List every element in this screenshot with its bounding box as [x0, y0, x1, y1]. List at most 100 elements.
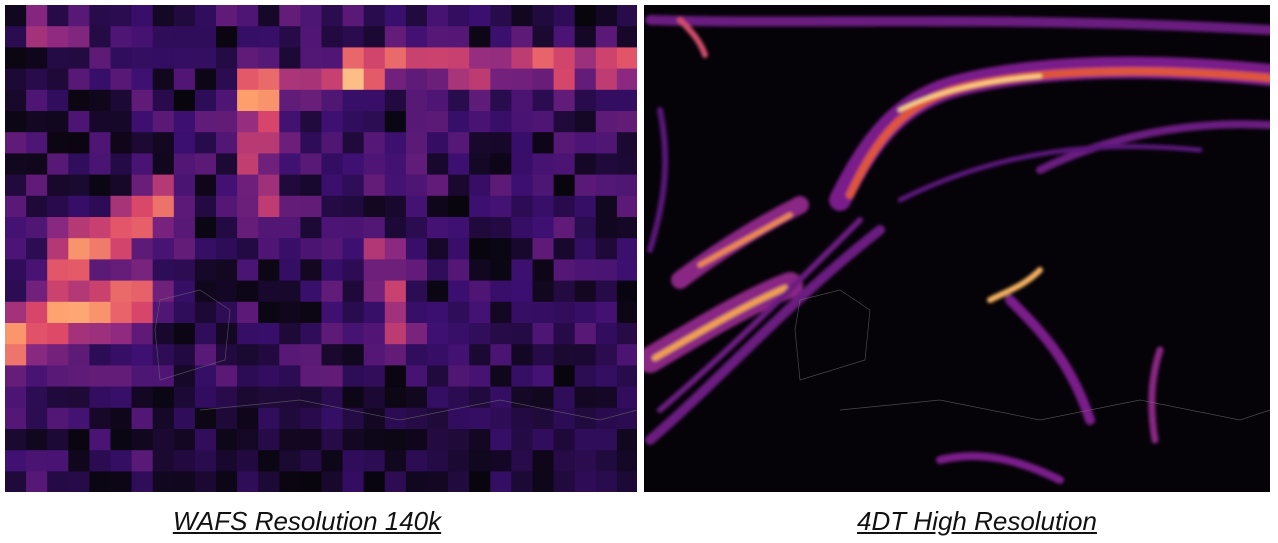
heat-cell [300, 301, 322, 324]
heat-cell [68, 301, 90, 324]
heat-cell [448, 407, 470, 430]
heat-cell [595, 217, 618, 239]
heat-cell [511, 5, 533, 27]
heat-cell [384, 5, 407, 27]
heat-cell [427, 344, 449, 366]
heat-cell [216, 26, 238, 48]
heat-cell [194, 238, 217, 260]
heat-cell [511, 450, 533, 472]
heat-cell [237, 195, 259, 218]
heat-cell [300, 89, 322, 112]
heat-cell [616, 386, 637, 409]
heat-cell [173, 344, 196, 366]
heat-cell [342, 111, 365, 133]
heat-cell [363, 471, 386, 492]
heat-cell [405, 153, 428, 176]
heat-cell [47, 89, 69, 112]
heat-cell [616, 344, 637, 366]
heat-cell [363, 217, 386, 239]
heat-cell [532, 47, 555, 70]
caption: 4DT High Resolution [857, 506, 1097, 536]
heat-cell [110, 5, 133, 27]
heat-cell [553, 26, 576, 48]
heat-cell [258, 132, 280, 154]
heat-cell [595, 111, 618, 133]
heat-cell [89, 111, 111, 133]
heat-cell [469, 68, 491, 91]
heat-cell [300, 471, 322, 492]
heat-cell [237, 301, 259, 324]
heat-cell [342, 195, 365, 218]
heat-cell [152, 111, 175, 133]
heat-cell [26, 238, 48, 260]
heat-cell [384, 195, 407, 218]
heat-cell [89, 471, 111, 492]
heat-cell [5, 365, 27, 388]
heat-cell [5, 26, 27, 48]
streak [897, 144, 1203, 203]
heat-cell [595, 323, 618, 345]
heat-cell [405, 280, 428, 303]
heat-cell [321, 407, 344, 430]
heat-cell [300, 365, 322, 388]
heat-cell [300, 68, 322, 91]
heat-cell [384, 111, 407, 133]
heat-cell [173, 111, 196, 133]
heat-cell [68, 407, 90, 430]
heat-cell [258, 450, 280, 472]
heat-cell [469, 407, 491, 430]
heat-cell [47, 68, 69, 91]
coast [154, 289, 231, 381]
heat-cell [68, 429, 90, 451]
heat-cell [616, 365, 637, 388]
heat-cell [469, 238, 491, 260]
heat-cell [68, 5, 90, 27]
heat-cell [237, 217, 259, 239]
heat-cell [47, 174, 69, 197]
heat-cell [553, 365, 576, 388]
heat-cell [532, 365, 555, 388]
heat-cell [469, 365, 491, 388]
heat-cell [131, 5, 154, 27]
heat-cell [300, 26, 322, 48]
heat-cell [469, 301, 491, 324]
heat-cell [405, 217, 428, 239]
heat-cell [553, 132, 576, 154]
heat-cell [237, 68, 259, 91]
heat-cell [553, 5, 576, 27]
heat-cell [26, 407, 48, 430]
heat-cell [68, 111, 90, 133]
heat-cell [5, 301, 27, 324]
heat-cell [532, 174, 555, 197]
heat-cell [616, 217, 637, 239]
heat-cell [216, 132, 238, 154]
heat-cell [427, 280, 449, 303]
heat-cell [321, 301, 344, 324]
heat-cell [532, 344, 555, 366]
heat-cell [131, 407, 154, 430]
heat-cell [279, 471, 301, 492]
heat-cell [237, 238, 259, 260]
heat-cell [300, 217, 322, 239]
heat-cell [300, 132, 322, 154]
heat-cell [131, 195, 154, 218]
heat-cell [490, 68, 512, 91]
heat-cell [258, 174, 280, 197]
heat-cell [595, 238, 618, 260]
heat-cell [490, 471, 512, 492]
heat-cell [616, 111, 637, 133]
heat-cell [532, 471, 555, 492]
heat-cell [469, 5, 491, 27]
heat-cell [26, 344, 48, 366]
heat-cell [216, 68, 238, 91]
heat-cell [490, 174, 512, 197]
heat-cell [68, 195, 90, 218]
heat-cell [300, 280, 322, 303]
heat-cell [47, 111, 69, 133]
heat-cell [553, 301, 576, 324]
heat-cell [26, 89, 48, 112]
heat-cell [89, 238, 111, 260]
heat-cell [321, 174, 344, 197]
heat-cell [26, 450, 48, 472]
